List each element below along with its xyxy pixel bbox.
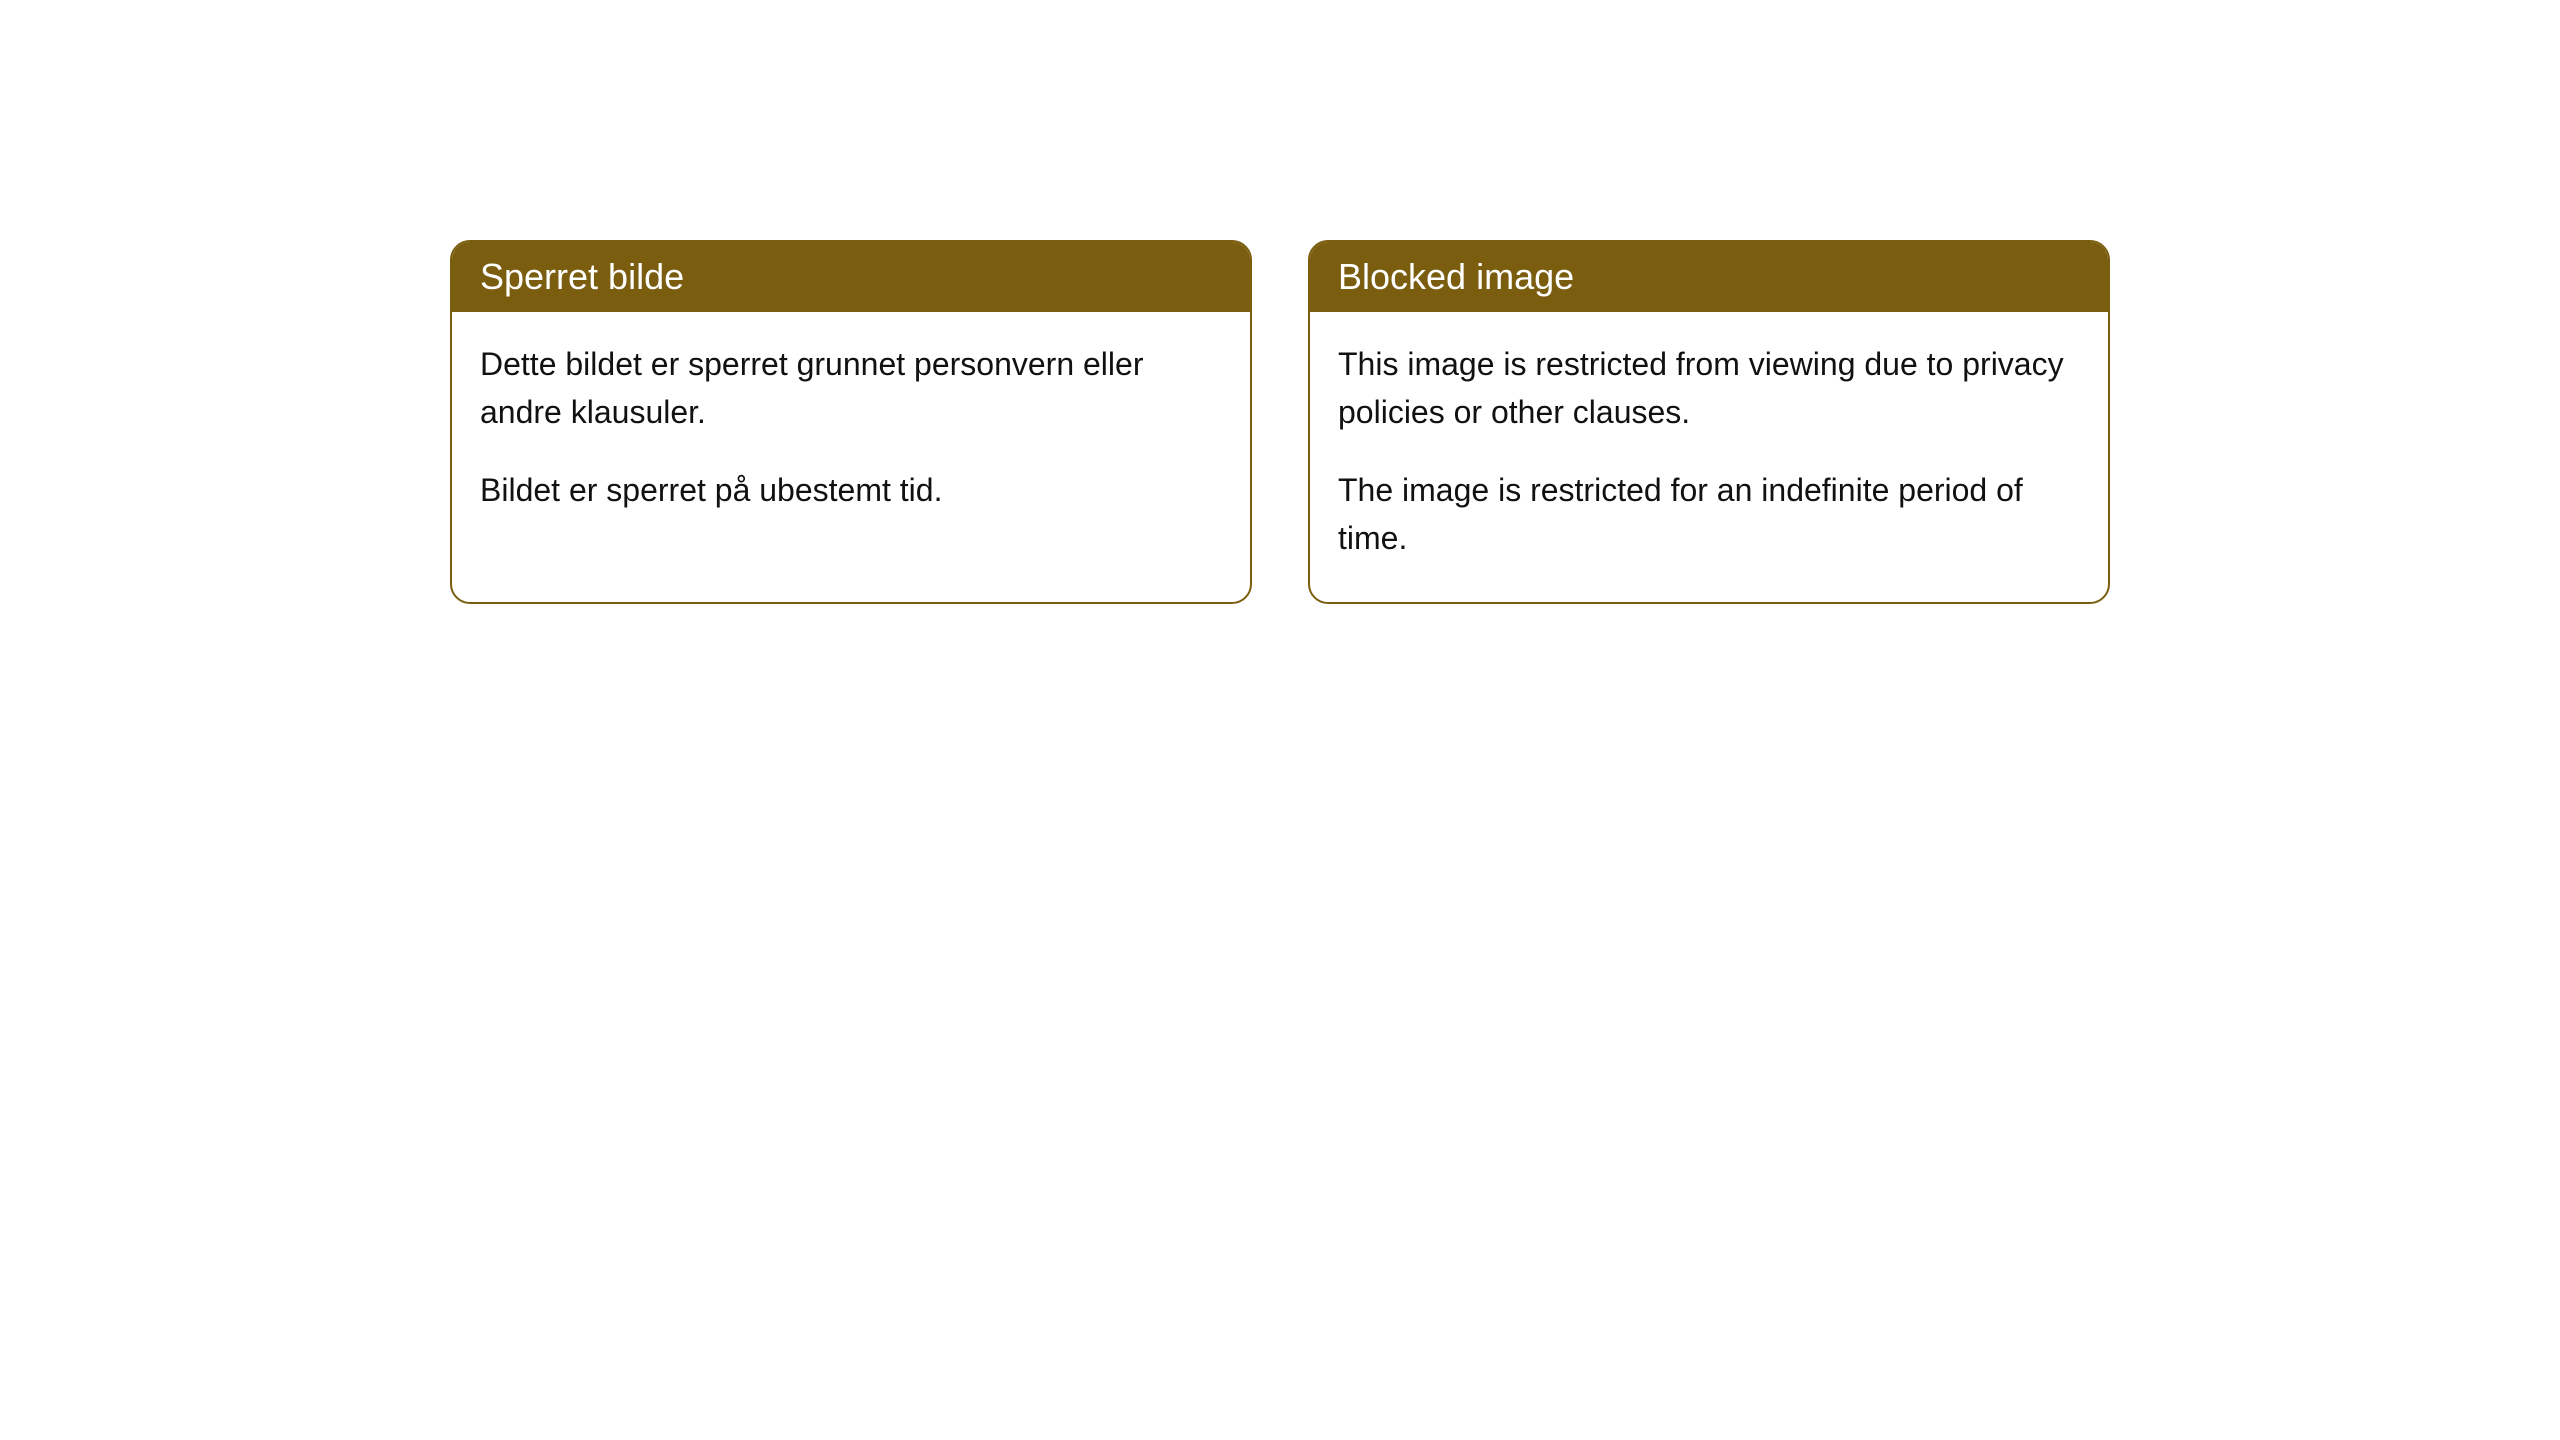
card-paragraph-2: The image is restricted for an indefinit… [1338, 466, 2080, 562]
card-paragraph-1: This image is restricted from viewing du… [1338, 340, 2080, 436]
card-english: Blocked image This image is restricted f… [1308, 240, 2110, 604]
card-header-norwegian: Sperret bilde [452, 242, 1250, 312]
card-body-norwegian: Dette bildet er sperret grunnet personve… [452, 312, 1250, 554]
cards-container: Sperret bilde Dette bildet er sperret gr… [450, 240, 2110, 604]
card-paragraph-2: Bildet er sperret på ubestemt tid. [480, 466, 1222, 514]
card-title: Sperret bilde [480, 256, 684, 297]
card-body-english: This image is restricted from viewing du… [1310, 312, 2108, 602]
card-header-english: Blocked image [1310, 242, 2108, 312]
card-paragraph-1: Dette bildet er sperret grunnet personve… [480, 340, 1222, 436]
card-norwegian: Sperret bilde Dette bildet er sperret gr… [450, 240, 1252, 604]
card-title: Blocked image [1338, 256, 1574, 297]
